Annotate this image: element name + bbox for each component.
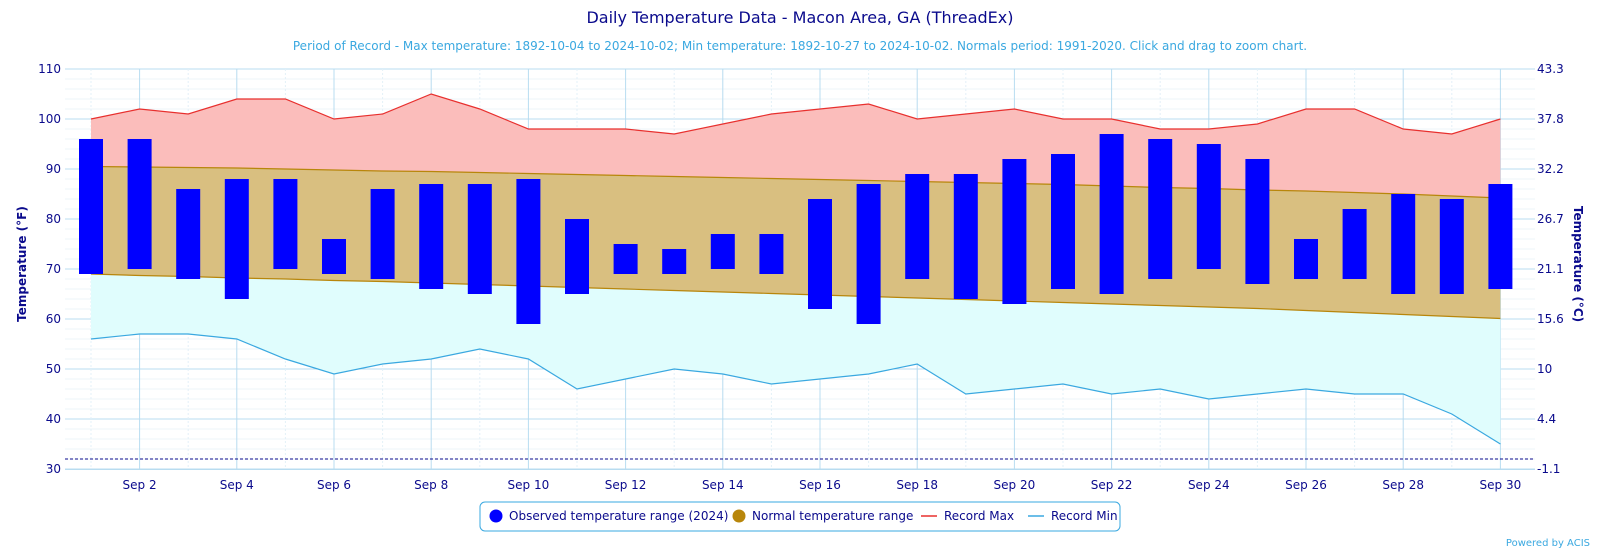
- y-tick-label-right: 4.4: [1537, 412, 1556, 426]
- observed-bar[interactable]: [1245, 159, 1270, 284]
- x-tick-label: Sep 16: [799, 478, 841, 492]
- y-tick-label-left: 50: [46, 362, 61, 376]
- x-tick-label: Sep 30: [1480, 478, 1522, 492]
- observed-bar[interactable]: [759, 234, 784, 274]
- observed-bar[interactable]: [176, 189, 201, 279]
- axis-layer: 30 -1.1 40 4.4 50 10 60 15.6 70 21.1 80 26.7 90 32.2 1…: [38, 62, 1564, 492]
- observed-bar[interactable]: [613, 244, 638, 274]
- y-tick-label-right: 37.8: [1537, 112, 1564, 126]
- observed-bar[interactable]: [710, 234, 735, 269]
- observed-bar[interactable]: [1196, 144, 1221, 269]
- legend-item-observed[interactable]: Observed temperature range (2024): [489, 509, 729, 523]
- x-tick-label: Sep 10: [508, 478, 550, 492]
- legend-item-record-max[interactable]: Record Max: [921, 509, 1014, 523]
- observed-bar[interactable]: [905, 174, 930, 279]
- x-tick-label: Sep 20: [994, 478, 1036, 492]
- legend-normal-label: Normal temperature range: [752, 509, 913, 523]
- legend-normal-marker: [732, 509, 746, 523]
- record-max-area: [91, 94, 1501, 198]
- legend: Observed temperature range (2024) Normal…: [479, 501, 1121, 532]
- record-min-area: [91, 274, 1501, 444]
- legend-record-min-label: Record Min: [1051, 509, 1118, 523]
- y-tick-label-left: 30: [46, 462, 61, 476]
- observed-bar[interactable]: [516, 179, 541, 324]
- x-tick-label: Sep 12: [605, 478, 647, 492]
- chart-title: Daily Temperature Data - Macon Area, GA …: [586, 8, 1013, 27]
- legend-observed-label: Observed temperature range (2024): [509, 509, 728, 523]
- normal-low-line: [90, 273, 1501, 320]
- y-tick-label-right: 43.3: [1537, 62, 1564, 76]
- observed-bar[interactable]: [79, 139, 103, 274]
- x-tick-label: Sep 4: [220, 478, 254, 492]
- x-tick-label: Sep 22: [1091, 478, 1133, 492]
- observed-bar[interactable]: [224, 179, 249, 299]
- y-tick-label-left: 90: [46, 162, 61, 176]
- observed-bar[interactable]: [1294, 239, 1318, 279]
- observed-bar[interactable]: [1148, 139, 1173, 279]
- y-axis-title-right: Temperature (°C): [1571, 206, 1585, 322]
- x-tick-label: Sep 28: [1382, 478, 1424, 492]
- observed-bar[interactable]: [662, 249, 687, 274]
- observed-bar[interactable]: [127, 139, 152, 269]
- observed-bar[interactable]: [808, 199, 832, 309]
- observed-bar[interactable]: [1051, 154, 1075, 289]
- normal-range-area: [91, 166, 1501, 319]
- x-tick-label: Sep 8: [414, 478, 448, 492]
- x-tick-label: Sep 14: [702, 478, 744, 492]
- y-tick-label-left: 60: [46, 312, 61, 326]
- y-tick-label-right: 32.2: [1537, 162, 1564, 176]
- credit-link[interactable]: Powered by ACIS: [1506, 538, 1590, 549]
- x-tick-label: Sep 2: [123, 478, 157, 492]
- observed-bars: [79, 134, 1513, 324]
- observed-bar[interactable]: [370, 189, 395, 279]
- observed-bar[interactable]: [1488, 184, 1513, 289]
- observed-bar[interactable]: [273, 179, 298, 269]
- y-tick-label-left: 100: [38, 112, 61, 126]
- y-tick-label-right: 15.6: [1537, 312, 1564, 326]
- legend-record-max-label: Record Max: [944, 509, 1014, 523]
- observed-bar[interactable]: [565, 219, 589, 294]
- record-min-line: [90, 333, 1501, 445]
- x-tick-label: Sep 26: [1285, 478, 1327, 492]
- y-axis-title-left: Temperature (°F): [15, 206, 29, 322]
- x-tick-label: Sep 18: [896, 478, 938, 492]
- legend-box: [479, 501, 1121, 532]
- y-tick-label-left: 40: [46, 412, 61, 426]
- observed-bar[interactable]: [953, 174, 978, 299]
- observed-bar[interactable]: [856, 184, 881, 324]
- x-tick-label: Sep 24: [1188, 478, 1230, 492]
- record-max-line: [90, 93, 1501, 135]
- y-tick-label-left: 110: [38, 62, 61, 76]
- area-layer: [65, 93, 1535, 460]
- y-tick-label-left: 80: [46, 212, 61, 226]
- observed-bar[interactable]: [419, 184, 444, 289]
- y-tick-label-left: 70: [46, 262, 61, 276]
- legend-item-normal[interactable]: Normal temperature range: [732, 509, 914, 523]
- observed-bar[interactable]: [1342, 209, 1367, 279]
- chart-subtitle: Period of Record - Max temperature: 1892…: [293, 39, 1307, 53]
- y-tick-label-right: 10: [1537, 362, 1552, 376]
- x-tick-label: Sep 6: [317, 478, 351, 492]
- y-tick-label-right: 21.1: [1537, 262, 1564, 276]
- y-tick-label-right: -1.1: [1537, 462, 1560, 476]
- y-tick-label-right: 26.7: [1537, 212, 1564, 226]
- observed-bar[interactable]: [1391, 194, 1416, 294]
- legend-observed-marker: [489, 509, 503, 523]
- legend-item-record-min[interactable]: Record Min: [1028, 509, 1118, 523]
- observed-bar[interactable]: [1439, 199, 1464, 294]
- observed-bar[interactable]: [467, 184, 492, 294]
- observed-bar[interactable]: [322, 239, 346, 274]
- observed-bar[interactable]: [1099, 134, 1124, 294]
- observed-bar[interactable]: [1002, 159, 1027, 304]
